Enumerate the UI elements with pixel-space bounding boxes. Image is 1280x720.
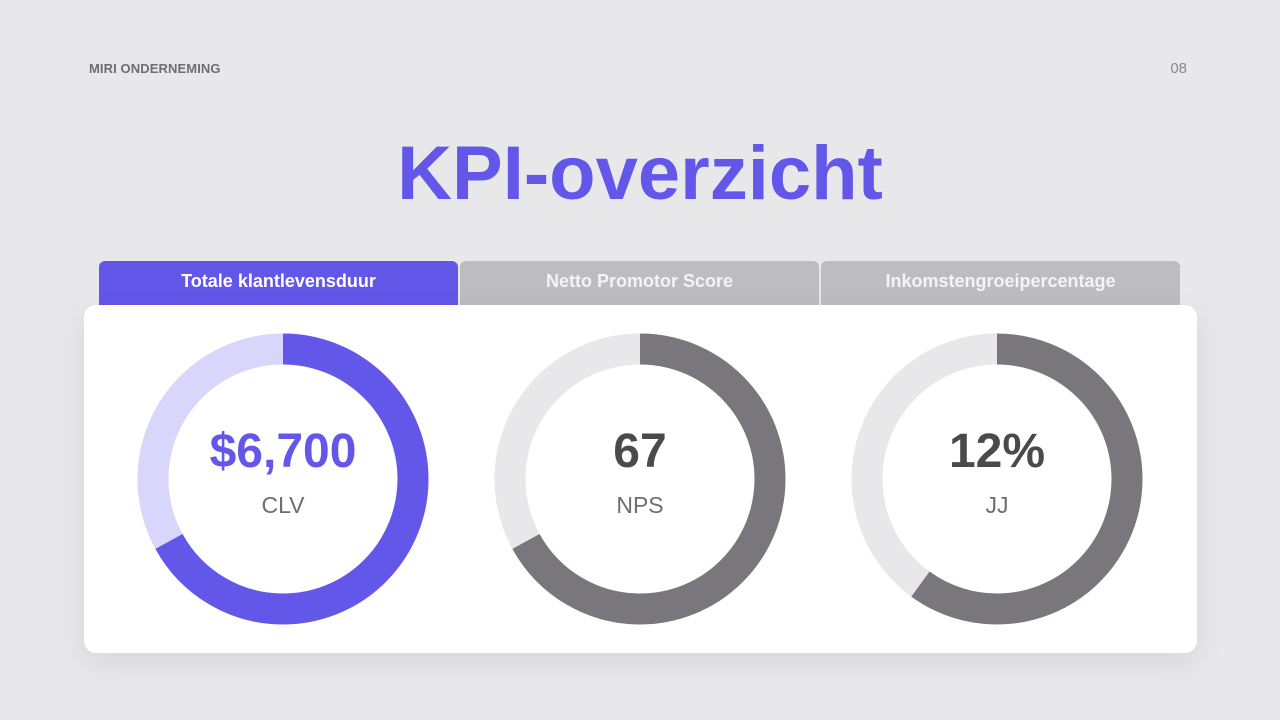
tab-label: Totale klantlevensduur bbox=[181, 271, 376, 291]
donut-nps: 67 NPS bbox=[494, 333, 786, 625]
brand-label: MIRI ONDERNEMING bbox=[89, 61, 221, 76]
kpi-label: JJ bbox=[985, 491, 1009, 518]
page-title: KPI-overzicht bbox=[397, 131, 883, 216]
kpi-card: $6,700 CLV 67 NPS 12% JJ bbox=[84, 305, 1197, 653]
tab-net-promoter-score[interactable]: Netto Promotor Score bbox=[460, 261, 819, 306]
kpi-label: CLV bbox=[261, 491, 305, 518]
tab-customer-lifetime[interactable]: Totale klantlevensduur bbox=[99, 261, 458, 306]
tab-label: Inkomstengroeipercentage bbox=[885, 271, 1116, 291]
kpi-tabs: Totale klantlevensduur Netto Promotor Sc… bbox=[99, 261, 1180, 306]
donut-ring-graphic bbox=[494, 333, 786, 625]
kpi-value: 67 bbox=[613, 424, 667, 478]
donut-clv: $6,700 CLV bbox=[137, 333, 429, 625]
page-number: 08 bbox=[1170, 60, 1187, 77]
donut-ring-graphic bbox=[137, 333, 429, 625]
donut-ring-graphic bbox=[851, 333, 1143, 625]
tab-label: Netto Promotor Score bbox=[545, 271, 734, 291]
kpi-label: NPS bbox=[616, 491, 664, 518]
tab-revenue-growth[interactable]: Inkomstengroeipercentage bbox=[821, 261, 1180, 306]
kpi-value: 12% bbox=[948, 424, 1046, 478]
kpi-value: $6,700 bbox=[209, 424, 357, 478]
donut-revenue-growth: 12% JJ bbox=[851, 333, 1143, 625]
